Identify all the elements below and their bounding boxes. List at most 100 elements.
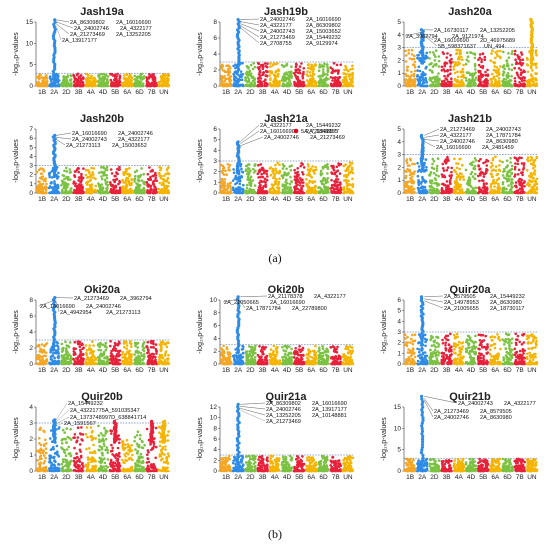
- snp-point: [506, 63, 509, 66]
- snp-point: [274, 163, 277, 167]
- snp-point: [416, 83, 420, 87]
- snp-point: [407, 190, 411, 193]
- snp-annotation: 2A_13252205: [480, 28, 515, 34]
- snp-point: [262, 191, 266, 195]
- snp-point: [445, 84, 449, 88]
- snp-point: [274, 180, 278, 183]
- snp-point: [294, 178, 297, 182]
- snp-point: [130, 181, 133, 185]
- snp-point: [232, 188, 235, 192]
- snp-point: [293, 80, 296, 84]
- snp-point: [442, 68, 446, 71]
- snp-point: [104, 167, 107, 171]
- snp-point: [161, 183, 164, 186]
- snp-point: [318, 63, 322, 66]
- snp-point: [312, 73, 316, 76]
- x-tick-label: 3B: [443, 89, 451, 96]
- snp-point: [466, 84, 469, 88]
- snp-point: [413, 54, 416, 58]
- snp-point: [78, 84, 81, 88]
- snp-point: [338, 84, 341, 88]
- snp-point: [412, 81, 415, 84]
- snp-point: [118, 186, 122, 189]
- snp-point: [114, 186, 118, 189]
- x-tick-label: 5B: [295, 89, 303, 96]
- snp-point: [314, 184, 317, 188]
- snp-point: [306, 191, 309, 194]
- snp-point: [339, 186, 342, 189]
- snp-point: [239, 187, 242, 191]
- snp-point: [153, 173, 157, 176]
- snp-point: [518, 81, 521, 84]
- snp-point: [521, 189, 524, 193]
- snp-point: [348, 78, 352, 81]
- snp-point: [109, 168, 113, 171]
- snp-point: [456, 162, 460, 165]
- snp-point: [66, 74, 70, 77]
- snp-point: [253, 164, 256, 167]
- snp-point: [493, 65, 497, 68]
- snp-point: [514, 58, 517, 61]
- snp-point: [404, 176, 408, 180]
- snp-point: [92, 167, 96, 170]
- snp-point: [494, 79, 498, 83]
- snp-point: [347, 73, 351, 76]
- annotation-leader: [240, 130, 260, 144]
- snp-point: [145, 84, 149, 88]
- snp-point: [525, 56, 529, 60]
- snp-point: [428, 84, 432, 87]
- snp-point: [351, 177, 354, 181]
- snp-point: [81, 81, 85, 84]
- snp-point: [530, 77, 533, 81]
- snp-point: [502, 74, 505, 77]
- snp-point: [232, 168, 235, 171]
- snp-point: [335, 175, 339, 178]
- snp-point: [343, 72, 346, 75]
- snp-point: [432, 53, 436, 57]
- snp-point: [326, 84, 330, 87]
- snp-point: [302, 72, 305, 76]
- snp-point: [135, 182, 138, 185]
- snp-point: [428, 57, 431, 60]
- snp-point: [434, 173, 438, 177]
- snp-point: [453, 77, 457, 81]
- peak-point: [52, 37, 56, 41]
- snp-point: [347, 179, 350, 182]
- snp-point: [469, 185, 473, 188]
- x-tick-label: 6D: [135, 89, 144, 96]
- snp-point: [246, 80, 250, 84]
- snp-point: [311, 165, 314, 168]
- snp-point: [461, 74, 465, 77]
- snp-point: [514, 165, 517, 169]
- snp-point: [62, 75, 65, 79]
- snp-point: [489, 191, 492, 195]
- snp-point: [229, 181, 232, 184]
- snp-point: [128, 173, 132, 177]
- snp-annotation: 2A_24002746: [74, 26, 109, 32]
- snp-point: [166, 76, 169, 80]
- snp-point: [311, 70, 315, 73]
- snp-point: [433, 75, 436, 79]
- snp-point: [311, 81, 314, 84]
- snp-point: [68, 171, 72, 174]
- snp-point: [222, 84, 225, 88]
- snp-annotation: 2A_86309802: [70, 20, 105, 26]
- snp-point: [250, 190, 254, 194]
- snp-point: [102, 174, 105, 177]
- snp-point: [330, 178, 333, 182]
- snp-point: [338, 172, 342, 175]
- snp-point: [232, 64, 235, 68]
- snp-point: [520, 51, 523, 54]
- snp-point: [443, 184, 447, 187]
- x-tick-label: UN: [527, 89, 537, 96]
- snp-point: [514, 173, 517, 176]
- snp-point: [502, 188, 505, 192]
- snp-point: [532, 171, 536, 175]
- snp-point: [300, 187, 303, 190]
- snp-point: [337, 162, 340, 165]
- x-tick-label: 3B: [259, 89, 267, 96]
- snp-point: [324, 78, 328, 81]
- snp-point: [302, 70, 305, 74]
- snp-point: [416, 69, 420, 72]
- snp-point: [336, 183, 340, 187]
